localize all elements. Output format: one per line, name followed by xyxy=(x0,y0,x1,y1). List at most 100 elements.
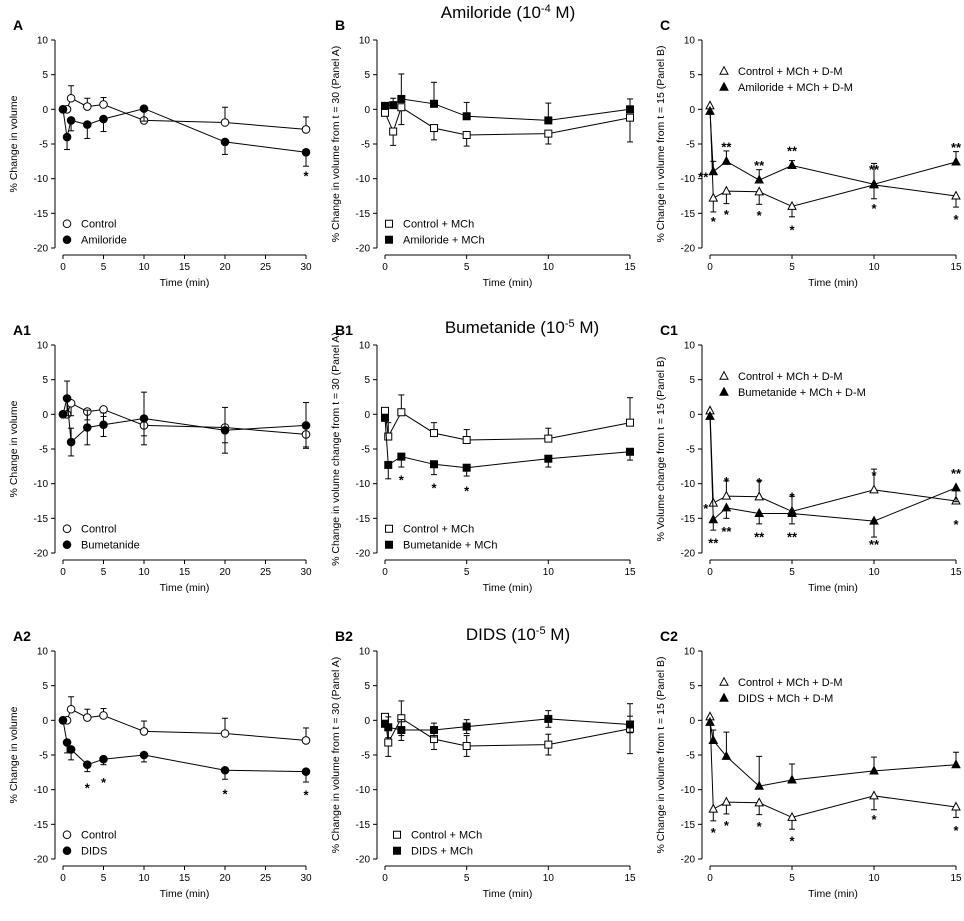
y-tick-label: -10 xyxy=(356,174,371,185)
series-line xyxy=(384,98,631,121)
y-tick-label: -15 xyxy=(356,820,371,831)
legend: Control + MCh + D-M DIDS + MCh + D-M xyxy=(719,676,843,705)
legend-marker xyxy=(393,830,401,839)
x-tick-label: 15 xyxy=(624,567,636,578)
y-tick-label: -5 xyxy=(361,140,370,151)
significance-marker: * xyxy=(399,473,405,488)
data-point xyxy=(139,414,149,423)
data-point xyxy=(83,102,92,111)
series-control xyxy=(58,398,311,448)
data-point xyxy=(66,93,76,103)
x-tick-label: 10 xyxy=(543,262,555,273)
data-point xyxy=(626,720,634,729)
data-point xyxy=(220,425,230,435)
series-line xyxy=(709,722,957,787)
y-tick-label: -20 xyxy=(34,549,49,560)
x-tick-label: 0 xyxy=(60,262,66,273)
significance-marker: * xyxy=(757,475,763,490)
data-point xyxy=(705,410,715,420)
y-tick-label: 0 xyxy=(364,105,370,116)
legend-entry: Bumetanide + MCh + D-M xyxy=(738,387,866,399)
y-tick-label: 5 xyxy=(42,375,48,386)
significance-marker: ** xyxy=(787,529,798,544)
panel-label: A xyxy=(13,17,23,33)
legend-entry: Control xyxy=(81,830,116,842)
y-tick-label: 5 xyxy=(42,70,48,81)
data-point xyxy=(462,112,471,121)
data-point xyxy=(62,394,72,403)
data-point xyxy=(462,741,471,750)
data-point xyxy=(430,726,438,735)
row-title-1: Amiloride (10-4 M) xyxy=(441,3,575,22)
significance-marker: * xyxy=(431,480,437,495)
data-point xyxy=(721,185,732,195)
significance-marker: * xyxy=(871,201,877,216)
x-tick-label: 10 xyxy=(138,262,150,273)
data-point xyxy=(66,704,76,714)
legend-marker xyxy=(62,540,72,550)
y-tick-label: -15 xyxy=(356,209,371,220)
data-point xyxy=(430,460,438,469)
y-tick-label: 0 xyxy=(689,410,695,421)
series-treatment xyxy=(705,105,961,188)
y-tick-label: -5 xyxy=(361,445,370,456)
y-tick-label: -20 xyxy=(34,244,49,255)
x-tick-label: 0 xyxy=(382,567,388,578)
data-point xyxy=(62,738,72,747)
significance-marker: * xyxy=(953,212,959,227)
data-point xyxy=(381,406,389,415)
data-point xyxy=(384,723,393,732)
series-control xyxy=(381,103,634,147)
legend: Control Amiloride xyxy=(62,219,127,247)
data-point xyxy=(66,116,76,125)
significance-marker: ** xyxy=(721,139,732,154)
data-point xyxy=(626,105,634,114)
x-tick-label: 0 xyxy=(60,567,66,578)
data-point xyxy=(544,740,553,749)
y-tick-label: -20 xyxy=(34,855,49,866)
series-treatment xyxy=(381,413,634,480)
significance-marker: * xyxy=(711,825,717,840)
significance-marker: ** xyxy=(754,529,765,544)
data-point xyxy=(869,765,879,775)
data-point xyxy=(389,101,398,110)
panel-C: C 10 5 0 -5 -10 -15 -20 0 5 10 15 Time (min) % Change… xyxy=(655,17,962,289)
y-tick-label: 10 xyxy=(684,341,696,352)
legend-marker xyxy=(62,219,72,229)
legend-entry: Control + MCh xyxy=(411,830,482,842)
y-tick-label: -15 xyxy=(34,820,49,831)
significance-marker: * xyxy=(757,208,763,223)
y-tick-label: 10 xyxy=(359,36,371,47)
data-point xyxy=(301,767,311,776)
data-point xyxy=(66,437,76,447)
data-point xyxy=(951,190,961,200)
y-tick-label: -15 xyxy=(34,209,49,220)
data-point xyxy=(787,507,797,517)
y-tick-label: 10 xyxy=(37,341,49,352)
y-tick-label: 5 xyxy=(42,681,48,692)
x-tick-label: 15 xyxy=(950,873,962,884)
data-point xyxy=(544,454,553,463)
series-control xyxy=(705,405,961,515)
x-tick-label: 0 xyxy=(707,567,713,578)
legend-entry: Control xyxy=(81,219,116,231)
significance-marker: ** xyxy=(708,536,719,551)
significance-marker: * xyxy=(757,819,763,834)
significance-marker: ** xyxy=(754,158,765,173)
data-point xyxy=(139,750,149,760)
series-treatment xyxy=(58,380,311,457)
legend-marker xyxy=(62,524,72,534)
significance-marker: ** xyxy=(787,143,798,158)
legend-entry: Amiloride + MCh + D-M xyxy=(738,82,853,94)
data-point xyxy=(708,166,719,176)
y-tick-label: 10 xyxy=(359,647,371,658)
data-point xyxy=(787,774,797,784)
significance-marker: * xyxy=(222,786,228,801)
data-point xyxy=(708,192,719,202)
y-axis-label: % Change in volume change from t = 30 (P… xyxy=(330,332,342,566)
x-tick-label: 5 xyxy=(789,567,795,578)
significance-marker: * xyxy=(789,489,795,504)
series-control xyxy=(381,700,634,757)
data-point xyxy=(462,435,471,444)
series-treatment xyxy=(381,73,634,125)
